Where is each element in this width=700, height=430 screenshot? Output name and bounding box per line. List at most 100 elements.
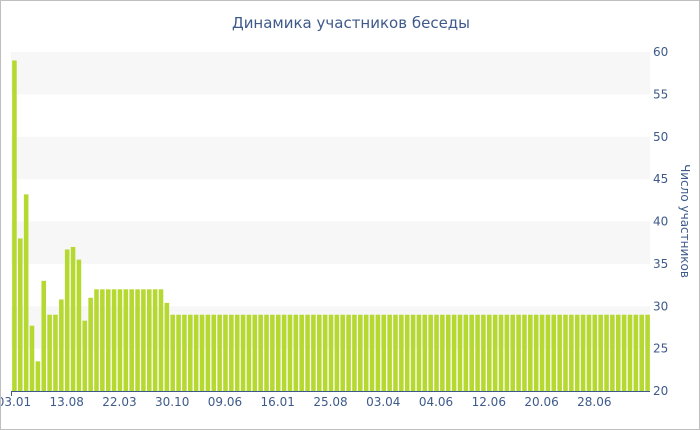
bar <box>416 314 422 391</box>
bar <box>199 314 205 391</box>
x-tick-label: 13.08 <box>50 395 84 409</box>
bar <box>533 314 539 391</box>
bar <box>117 289 123 391</box>
x-tick-label: 12.06 <box>472 395 506 409</box>
x-tick-label: 30.10 <box>155 395 189 409</box>
x-tick-label: 20.06 <box>524 395 558 409</box>
bar <box>141 289 146 391</box>
bar <box>94 289 99 391</box>
bar <box>410 314 416 391</box>
bar <box>23 194 29 391</box>
bar <box>369 314 375 391</box>
bar <box>12 60 17 391</box>
bar <box>557 314 562 391</box>
bar <box>100 289 105 391</box>
bar <box>639 314 644 391</box>
bar <box>311 314 316 391</box>
bar <box>492 314 498 391</box>
bar <box>305 314 310 391</box>
x-tick-label: 03.04 <box>366 395 400 409</box>
bar <box>627 314 633 391</box>
bar <box>146 289 152 391</box>
x-tick-label: 28.06 <box>577 395 611 409</box>
bar <box>393 314 398 391</box>
bar <box>481 314 486 391</box>
chart-title: Динамика участников беседы <box>231 14 471 32</box>
y-tick-label: 40 <box>653 215 668 229</box>
y-tick-label: 55 <box>653 87 668 101</box>
bar <box>70 246 76 391</box>
y-tick-label: 30 <box>653 299 668 313</box>
bar <box>152 289 158 391</box>
bar <box>164 302 170 391</box>
bar <box>123 289 129 391</box>
bar <box>352 314 357 391</box>
x-tick-label: 16.01 <box>261 395 295 409</box>
x-tick-label: 09.06 <box>208 395 242 409</box>
bar <box>193 314 199 391</box>
x-tick-label: 03.01 <box>1 395 31 409</box>
bar <box>574 314 580 391</box>
bar <box>176 314 181 391</box>
bar <box>18 238 23 391</box>
bar <box>264 314 269 391</box>
bar <box>53 314 58 391</box>
bar <box>29 325 35 391</box>
y-tick-label: 25 <box>653 342 668 356</box>
bar <box>586 314 592 391</box>
bar <box>551 314 557 391</box>
bar <box>422 314 428 391</box>
bar <box>381 314 387 391</box>
bar <box>539 314 545 391</box>
y-tick-label: 45 <box>653 172 668 186</box>
y-tick-label: 35 <box>653 257 668 271</box>
bar <box>270 314 275 391</box>
x-tick-labels: 03.01 13.08 22.03 30.10 09.06 16.01 25.08 03.04… <box>1 395 611 409</box>
bar <box>580 314 586 391</box>
bar <box>246 314 252 391</box>
bar <box>645 314 650 391</box>
y-tick-label: 50 <box>653 130 668 144</box>
bar <box>64 249 70 391</box>
bar <box>516 314 521 391</box>
grid-band <box>11 221 650 264</box>
y-tick-label: 20 <box>653 384 668 398</box>
bars <box>12 60 650 391</box>
bar <box>299 314 304 391</box>
bar <box>563 314 568 391</box>
y-axis-title: Число участников <box>678 164 692 278</box>
bar <box>293 314 299 391</box>
bar <box>234 314 240 391</box>
bar <box>252 314 258 391</box>
bar <box>135 289 140 391</box>
bar <box>59 299 64 391</box>
bar <box>47 314 52 391</box>
bar <box>82 320 88 391</box>
bar <box>569 314 574 391</box>
bar <box>604 314 609 391</box>
bar <box>275 314 281 391</box>
bar <box>322 314 328 391</box>
bar <box>387 314 392 391</box>
bar <box>105 289 111 391</box>
bar <box>445 314 451 391</box>
bar <box>528 314 533 391</box>
bar <box>457 314 463 391</box>
grid-band <box>11 52 650 95</box>
bar <box>469 314 474 391</box>
bar <box>240 314 246 391</box>
bar <box>633 314 639 391</box>
bar <box>592 314 598 391</box>
bar <box>182 314 187 391</box>
bar <box>358 314 363 391</box>
bar <box>545 314 551 391</box>
bar <box>258 314 263 391</box>
bar <box>328 314 334 391</box>
bar <box>188 314 193 391</box>
bar <box>440 314 445 391</box>
bar <box>229 314 234 391</box>
bar <box>375 314 381 391</box>
bar <box>76 259 82 391</box>
